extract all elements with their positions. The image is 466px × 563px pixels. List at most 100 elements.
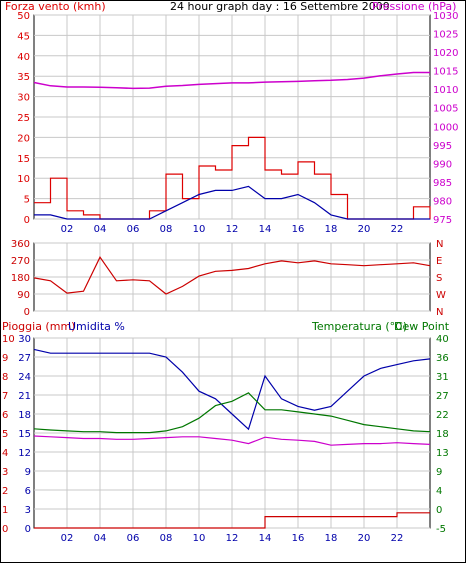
wind-direction-line bbox=[33, 256, 431, 295]
y-tick-label-pressure: 1005 bbox=[433, 104, 458, 115]
x-tick-label: 12 bbox=[226, 224, 239, 235]
y-tick-label-compass: E bbox=[436, 256, 442, 267]
y-tick-label-pressure: 985 bbox=[433, 178, 452, 189]
temperature-axis-label: Temperatura (°C) bbox=[311, 320, 407, 333]
y-tick-label-pressure: 980 bbox=[433, 196, 452, 207]
y-tick-label-wind: 50 bbox=[17, 11, 30, 22]
x-tick-label: 02 bbox=[61, 533, 74, 544]
y-tick-label-wind: 0 bbox=[24, 215, 30, 226]
y-tick-label-rain: 9 bbox=[2, 353, 8, 364]
y-tick-label-wind: 35 bbox=[17, 72, 30, 83]
dewpoint-line bbox=[33, 435, 431, 446]
y-tick-label-rain: 7 bbox=[2, 391, 8, 402]
y-tick-label-wind: 25 bbox=[17, 113, 30, 124]
series-lines bbox=[33, 71, 431, 529]
y-tick-label-temperature: 22 bbox=[436, 410, 449, 421]
pressure-axis-label: Pressione (hPa) bbox=[372, 0, 456, 13]
y-tick-label-wind: 40 bbox=[17, 52, 30, 63]
wind-axis-label: Forza vento (kmh) bbox=[5, 0, 106, 13]
humidity-line bbox=[33, 348, 431, 431]
y-tick-label-pressure: 1010 bbox=[433, 85, 458, 96]
y-tick-label-direction: 360 bbox=[11, 239, 30, 250]
y-tick-label-rain: 1 bbox=[2, 505, 8, 516]
y-tick-label-direction: 180 bbox=[11, 273, 30, 284]
x-tick-label: 18 bbox=[325, 533, 338, 544]
y-tick-label-temperature: 27 bbox=[436, 391, 449, 402]
x-tick-label: 12 bbox=[226, 533, 239, 544]
y-tick-label-humidity: 3 bbox=[25, 505, 31, 516]
y-tick-label-wind: 30 bbox=[17, 93, 30, 104]
y-tick-label-wind: 45 bbox=[17, 31, 30, 42]
y-tick-label-pressure: 995 bbox=[433, 141, 452, 152]
x-tick-label: 20 bbox=[358, 224, 371, 235]
y-tick-label-humidity: 15 bbox=[18, 429, 31, 440]
x-tick-label: 04 bbox=[94, 533, 107, 544]
y-tick-label-pressure: 1030 bbox=[433, 11, 458, 22]
dewpoint-axis-label: Dew Point bbox=[394, 320, 450, 333]
x-tick-label: 16 bbox=[292, 533, 305, 544]
y-tick-label-humidity: 9 bbox=[25, 467, 31, 478]
y-tick-label-humidity: 27 bbox=[18, 353, 31, 364]
y-tick-label-humidity: 21 bbox=[18, 391, 31, 402]
y-tick-label-temperature: 40 bbox=[436, 334, 449, 345]
y-tick-label-compass: W bbox=[436, 290, 446, 301]
y-tick-label-rain: 0 bbox=[2, 524, 8, 535]
y-tick-label-wind: 20 bbox=[17, 133, 30, 144]
y-tick-label-wind: 10 bbox=[17, 174, 30, 185]
y-tick-label-wind: 5 bbox=[24, 195, 30, 206]
y-tick-label-compass: N bbox=[436, 307, 443, 318]
y-tick-label-rain: 4 bbox=[2, 448, 8, 459]
y-tick-label-humidity: 0 bbox=[25, 524, 31, 535]
x-tick-label: 02 bbox=[61, 224, 74, 235]
y-tick-label-humidity: 30 bbox=[18, 334, 31, 345]
y-tick-label-rain: 6 bbox=[2, 410, 8, 421]
x-tick-label: 16 bbox=[292, 224, 305, 235]
y-tick-label-direction: 90 bbox=[17, 290, 30, 301]
temperature-line bbox=[33, 392, 431, 434]
y-tick-label-rain: 2 bbox=[2, 486, 8, 497]
x-tick-label: 10 bbox=[193, 533, 206, 544]
x-tick-label: 14 bbox=[259, 224, 272, 235]
y-tick-label-wind: 15 bbox=[17, 154, 30, 165]
x-tick-label: 22 bbox=[391, 533, 404, 544]
y-tick-label-compass: N bbox=[436, 239, 443, 250]
wind-average-line bbox=[34, 185, 430, 220]
x-tick-label: 18 bbox=[325, 224, 338, 235]
y-tick-label-pressure: 1020 bbox=[433, 48, 458, 59]
y-tick-label-rain: 10 bbox=[2, 334, 15, 345]
y-tick-label-temperature: 18 bbox=[436, 429, 449, 440]
y-tick-label-pressure: 1015 bbox=[433, 67, 458, 78]
y-tick-label-compass: S bbox=[436, 273, 442, 284]
y-tick-label-pressure: 990 bbox=[433, 159, 452, 170]
x-tick-label: 20 bbox=[358, 533, 371, 544]
y-tick-label-temperature: 9 bbox=[436, 467, 442, 478]
y-tick-label-rain: 5 bbox=[2, 429, 8, 440]
y-tick-label-humidity: 12 bbox=[18, 448, 31, 459]
y-tick-label-pressure: 1025 bbox=[433, 30, 458, 41]
y-tick-label-pressure: 975 bbox=[433, 215, 452, 226]
x-tick-label: 14 bbox=[259, 533, 272, 544]
y-tick-label-humidity: 18 bbox=[18, 410, 31, 421]
rain-line bbox=[34, 512, 430, 529]
x-tick-label: 08 bbox=[160, 224, 173, 235]
y-tick-label-direction: 270 bbox=[11, 256, 30, 267]
y-tick-label-temperature: 13 bbox=[436, 448, 449, 459]
y-tick-label-temperature: 36 bbox=[436, 353, 449, 364]
pressure-line bbox=[33, 71, 430, 90]
chart-title: 24 hour graph day : 16 Settembre 2009 bbox=[170, 0, 390, 13]
rain-axis-label: Pioggia (mm) bbox=[2, 320, 75, 333]
x-tick-label: 06 bbox=[127, 533, 140, 544]
x-tick-label: 10 bbox=[193, 224, 206, 235]
y-tick-label-temperature: 4 bbox=[436, 486, 442, 497]
y-tick-label-rain: 3 bbox=[2, 467, 8, 478]
x-tick-label: 04 bbox=[94, 224, 107, 235]
y-tick-label-temperature: 0 bbox=[436, 505, 442, 516]
humidity-axis-label: Umidita % bbox=[68, 320, 125, 333]
y-tick-label-pressure: 1000 bbox=[433, 122, 458, 133]
y-tick-label-temperature: 31 bbox=[436, 372, 449, 383]
y-tick-label-humidity: 24 bbox=[18, 372, 31, 383]
y-tick-label-direction: 0 bbox=[24, 307, 30, 318]
y-tick-label-rain: 8 bbox=[2, 372, 8, 383]
